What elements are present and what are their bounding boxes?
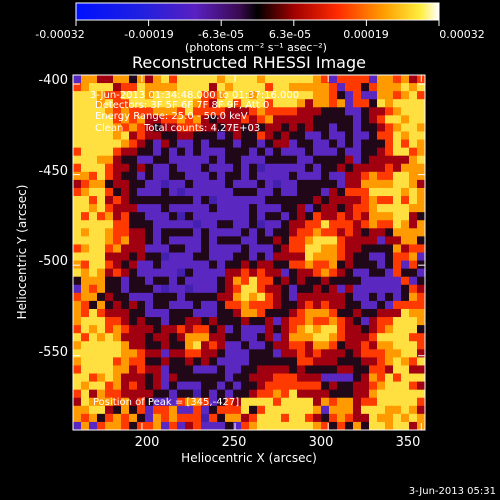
y-tick-label: -400 xyxy=(38,73,68,88)
x-axis-label: Heliocentric X (arcsec) xyxy=(181,451,317,465)
colorbar: -0.00032 -0.00019 -6.3e-05 6.3e-05 0.000… xyxy=(35,2,485,54)
annotation-energy: Energy Range: 25.0 - 50.0 keV xyxy=(95,111,248,122)
colorbar-unit: (photons cm⁻² s⁻¹ asec⁻²) xyxy=(185,41,327,54)
colorbar-tick-label: 0.00032 xyxy=(439,28,485,41)
colorbar-ticks xyxy=(75,20,440,26)
x-tick-label: 350 xyxy=(396,435,421,450)
colorbar-tick-label: -0.00032 xyxy=(35,28,84,41)
annotation-time-range: 3-Jun-2013 01:34:48.000 to 01:37:16.000 xyxy=(90,90,299,101)
x-tick-label: 200 xyxy=(135,435,160,450)
y-tick-label: -450 xyxy=(38,164,68,179)
annotation-peak: Position of Peak = [345,-427] xyxy=(93,397,239,408)
chart-title: Reconstructed RHESSI Image xyxy=(132,53,366,72)
x-tick-label: 300 xyxy=(309,435,334,450)
annotation-total-counts: Total counts: 4.27E+03 xyxy=(143,123,260,134)
plot-frame xyxy=(72,74,426,431)
colorbar-tick-label: 0.00019 xyxy=(343,28,389,41)
colorbar-tick-label: -0.00019 xyxy=(124,28,173,41)
axis-ticks xyxy=(73,75,425,430)
heatmap-image xyxy=(73,75,425,430)
y-tick-label: -500 xyxy=(38,254,68,269)
colorbar-tick-label: 6.3e-05 xyxy=(269,28,311,41)
y-axis-label: Heliocentric Y (arcsec) xyxy=(15,185,29,320)
annotation-clean: Clean xyxy=(95,123,123,134)
y-tick-label: -550 xyxy=(38,345,68,360)
colorbar-gradient xyxy=(75,2,440,21)
timestamp: 3-Jun-2013 05:31 xyxy=(409,486,496,497)
annotation-detectors: Detectors: 3F 5F 6F 7F 8F 9F, Att 0 xyxy=(95,100,269,111)
x-tick-label: 250 xyxy=(222,435,247,450)
colorbar-tick-label: -6.3e-05 xyxy=(198,28,244,41)
